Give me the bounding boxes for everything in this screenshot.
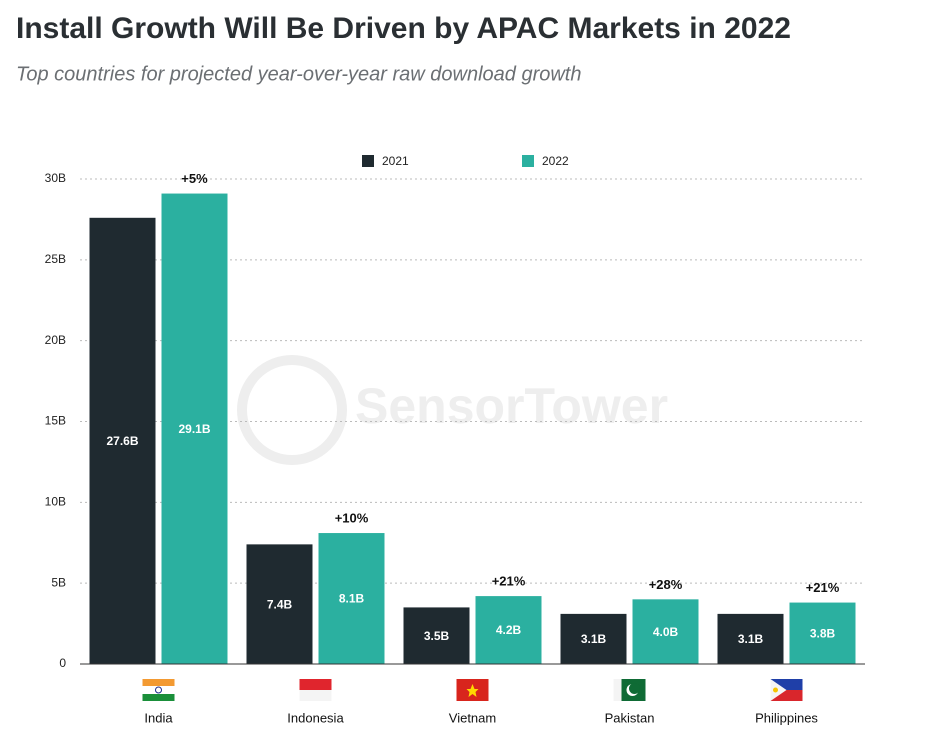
- bar: [475, 596, 542, 664]
- growth-label: +10%: [335, 510, 369, 525]
- value-label: 4.2B: [496, 623, 522, 637]
- bar: [89, 217, 156, 665]
- y-tick-label: 30B: [45, 171, 66, 185]
- flag: [773, 687, 778, 693]
- bar: [318, 533, 385, 664]
- value-label: 8.1B: [339, 592, 365, 606]
- watermark-group: SensorTower: [237, 355, 668, 465]
- y-tick-label: 25B: [45, 252, 66, 266]
- flag-icon: [456, 679, 489, 701]
- value-label: 29.1B: [178, 422, 210, 436]
- bar: [246, 544, 313, 664]
- y-tick-label: 5B: [51, 575, 66, 589]
- x-tick-label: Philippines: [755, 710, 818, 725]
- flag: [629, 683, 640, 694]
- flag: [613, 679, 622, 701]
- chart-subtitle: Top countries for projected year-over-ye…: [16, 63, 582, 85]
- x-tick-label: India: [144, 710, 173, 725]
- bar: [717, 613, 784, 664]
- flag-icon: [142, 679, 175, 701]
- value-label: 3.5B: [424, 629, 450, 643]
- flag: [155, 686, 162, 694]
- x-tick-label: Pakistan: [605, 710, 655, 725]
- flag: [770, 679, 787, 701]
- y-tick-label: 0: [59, 656, 66, 670]
- flag: [770, 690, 803, 701]
- value-label: 3.1B: [738, 632, 764, 646]
- watermark: SensorTower: [355, 378, 668, 434]
- growth-label: +28%: [649, 577, 683, 592]
- flag: [142, 679, 175, 686]
- flag: [142, 686, 175, 694]
- legend-swatch: [522, 155, 534, 167]
- bar: [789, 602, 856, 664]
- flag: [299, 679, 332, 690]
- y-tick-label: 20B: [45, 333, 66, 347]
- value-label: 7.4B: [267, 597, 293, 611]
- bar: [632, 599, 699, 664]
- value-label: 3.8B: [810, 626, 836, 640]
- x-tick-label: Indonesia: [287, 710, 344, 725]
- growth-label: +21%: [806, 580, 840, 595]
- growth-label: +5%: [181, 171, 208, 186]
- flag: [466, 684, 479, 697]
- y-tick-label: 15B: [45, 414, 66, 428]
- y-tick-label: 10B: [45, 495, 66, 509]
- flag: [299, 690, 332, 701]
- chart-title: Install Growth Will Be Driven by APAC Ma…: [16, 12, 791, 45]
- watermark-logo: [237, 355, 347, 465]
- flag-icon: [770, 679, 803, 701]
- growth-label: +21%: [492, 574, 526, 589]
- flag-icon: [613, 679, 646, 701]
- flag-icon: [299, 679, 332, 701]
- bar: [403, 607, 470, 664]
- value-label: 4.0B: [653, 625, 679, 639]
- value-label: 3.1B: [581, 632, 607, 646]
- bar: [161, 193, 228, 665]
- bar: [560, 613, 627, 664]
- x-tick-label: Vietnam: [449, 710, 496, 725]
- value-label: 27.6B: [106, 434, 138, 448]
- flag: [142, 694, 175, 701]
- legend-label: 2021: [382, 154, 409, 168]
- legend-label: 2022: [542, 154, 569, 168]
- legend-swatch: [362, 155, 374, 167]
- flag: [770, 679, 803, 690]
